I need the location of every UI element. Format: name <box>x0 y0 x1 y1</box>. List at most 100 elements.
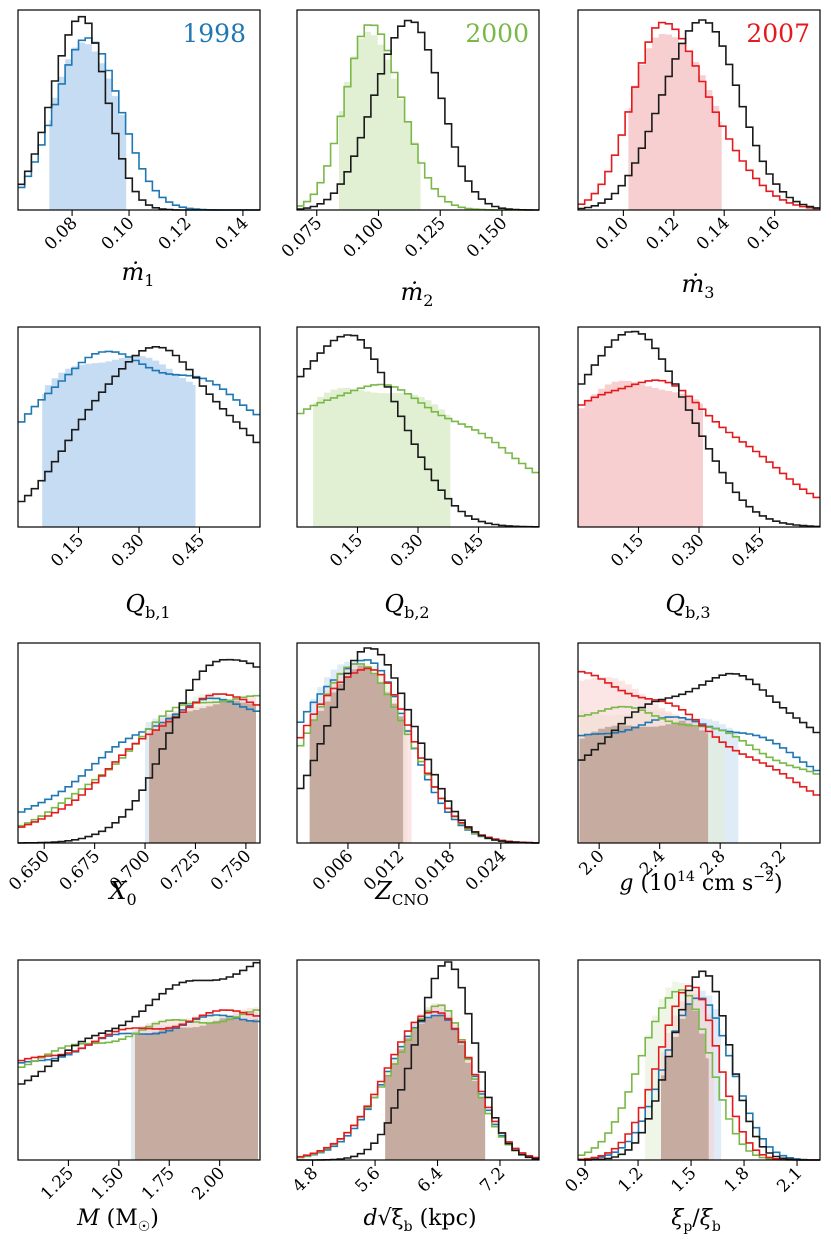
ci-overlap-fill <box>661 1003 709 1160</box>
x-tick-label: 0.125 <box>401 213 450 262</box>
axes-frame <box>17 642 261 844</box>
panel-mdot1: 0.08 0.10 0.12 0.14 1998 ṁ1 <box>17 9 261 290</box>
panel-qb3: 0.15 0.30 0.45 Qb,3 <box>577 326 821 622</box>
x-tick-label: 0.12 <box>155 213 196 254</box>
x-tick-label: 0.08 <box>41 213 82 254</box>
plot-area: 0.650 0.675 0.700 0.725 0.750 <box>5 642 261 895</box>
x-tick-label: 0.16 <box>743 213 784 254</box>
ci-fill-2000 <box>313 387 451 527</box>
ci-fill-1998 <box>42 355 196 527</box>
hist-combined <box>297 961 539 1161</box>
x-tick-label: 0.45 <box>168 530 209 571</box>
x-tick-label: 0.150 <box>463 213 512 262</box>
xlabel-qb3: Qb,3 <box>665 590 710 622</box>
plot-area: 2.0 2.4 2.8 3.2 <box>575 642 821 880</box>
ci-overlap-fill <box>579 720 709 843</box>
plot-area: 1.25 1.50 1.75 2.00 <box>17 959 261 1204</box>
x-tick-label: 0.30 <box>387 530 428 571</box>
x-tick-label: 1.50 <box>87 1163 128 1204</box>
x-tick-label: 0.10 <box>98 213 139 254</box>
xlabel-qb1: Qb,1 <box>125 590 170 622</box>
legend-2007: 2007 <box>746 19 810 48</box>
hist-2007 <box>578 670 820 796</box>
hist-combined <box>578 19 820 210</box>
x-tick-label: 0.15 <box>47 530 88 571</box>
x-tick-label: 4.8 <box>289 1163 322 1196</box>
x-tick-label: 1.75 <box>138 1163 179 1204</box>
x-tick-label: 7.2 <box>476 1163 509 1196</box>
hist-1998 <box>18 697 260 813</box>
x-tick-label: 0.006 <box>309 846 358 895</box>
plot-area: 0.15 0.30 0.45 <box>17 326 261 571</box>
x-tick-label: 0.15 <box>607 530 648 571</box>
ci-overlap-fill <box>385 1014 486 1160</box>
ci-fill-2007 <box>578 380 703 527</box>
legend-1998: 1998 <box>182 19 246 48</box>
ci-overlap-fill <box>149 700 256 843</box>
xlabel-g: g (1014 cm s−2) <box>619 869 782 896</box>
axes-frame <box>577 642 821 844</box>
hist-2007 <box>578 21 820 210</box>
x-tick-label: 2.1 <box>773 1163 806 1196</box>
ci-fill-2007 <box>628 34 722 210</box>
plot-area: 0.9 1.2 1.5 1.8 2.1 <box>561 959 821 1197</box>
x-tick-label: 2.00 <box>188 1163 229 1204</box>
xlabel-mass: M (M☉) <box>76 1206 159 1235</box>
plot-area: 4.8 5.6 6.4 7.2 <box>289 959 540 1197</box>
ci-overlap-fill <box>135 1017 258 1160</box>
xlabel-xi: ξp/ξb <box>671 1206 721 1235</box>
xlabel-qb2: Qb,2 <box>384 590 429 622</box>
hist-combined <box>297 334 539 528</box>
xlabel-mdot1: ṁ1 <box>122 258 155 290</box>
axes-frame <box>296 642 540 844</box>
x-tick-label: 0.12 <box>642 213 683 254</box>
xlabel-dist: d√ξb (kpc) <box>363 1206 476 1235</box>
ci-overlap-fill <box>309 665 404 843</box>
x-tick-label: 0.024 <box>462 846 511 895</box>
x-tick-label: 0.45 <box>447 530 488 571</box>
ci-fill-2000 <box>339 31 421 211</box>
x-tick-label: 0.30 <box>108 530 149 571</box>
x-tick-label: 0.9 <box>561 1163 594 1196</box>
x-tick-label: 1.8 <box>720 1163 753 1196</box>
hist-2000 <box>18 1009 260 1068</box>
x-tick-label: 0.750 <box>207 846 256 895</box>
axes-frame <box>17 9 261 211</box>
hist-combined <box>297 19 539 211</box>
hist-combined <box>18 961 260 1085</box>
panel-x0: 0.650 0.675 0.700 0.725 0.750 X0 <box>5 642 261 909</box>
hist-2000 <box>297 383 539 474</box>
x-tick-label: 0.650 <box>5 846 54 895</box>
panel-mdot3: 0.10 0.12 0.14 0.16 2007 ṁ3 <box>577 9 821 302</box>
panel-qb1: 0.15 0.30 0.45 Qb,1 <box>17 326 261 622</box>
hist-combined <box>578 330 820 528</box>
x-tick-label: 0.14 <box>693 213 734 254</box>
x-tick-label: 0.075 <box>278 213 327 262</box>
plot-area: 0.15 0.30 0.45 <box>296 326 540 571</box>
panel-mdot2: 0.075 0.100 0.125 0.150 2000 ṁ2 <box>278 9 540 310</box>
hist-combined <box>18 346 260 503</box>
hist-2007 <box>578 379 820 499</box>
plot-area: 0.006 0.012 0.018 0.024 <box>296 642 540 895</box>
hist-2007 <box>18 693 260 828</box>
panel-g: 2.0 2.4 2.8 3.2 g (1014 cm s−2) <box>575 642 821 896</box>
x-tick-label: 0.10 <box>592 213 633 254</box>
plot-area: 0.15 0.30 0.45 <box>577 326 821 571</box>
axes-frame <box>296 9 540 211</box>
axes-frame <box>17 959 261 1161</box>
axes-frame <box>577 959 821 1161</box>
xlabel-x0: X0 <box>107 877 136 909</box>
panel-zcno: 0.006 0.012 0.018 0.024 ZCNO <box>296 642 540 909</box>
xlabel-mdot3: ṁ3 <box>682 270 715 302</box>
x-tick-label: 0.15 <box>326 530 367 571</box>
panel-dist: 4.8 5.6 6.4 7.2 d√ξb (kpc) <box>289 959 540 1235</box>
x-tick-label: 5.6 <box>351 1163 384 1196</box>
ci-fill-1998 <box>49 42 127 210</box>
hist-combined <box>578 970 820 1161</box>
x-tick-label: 0.30 <box>668 530 709 571</box>
x-tick-label: 0.100 <box>339 213 388 262</box>
x-tick-label: 1.25 <box>37 1163 78 1204</box>
hist-2000 <box>578 989 820 1161</box>
x-tick-label: 0.725 <box>156 846 205 895</box>
axes-frame <box>577 9 821 211</box>
